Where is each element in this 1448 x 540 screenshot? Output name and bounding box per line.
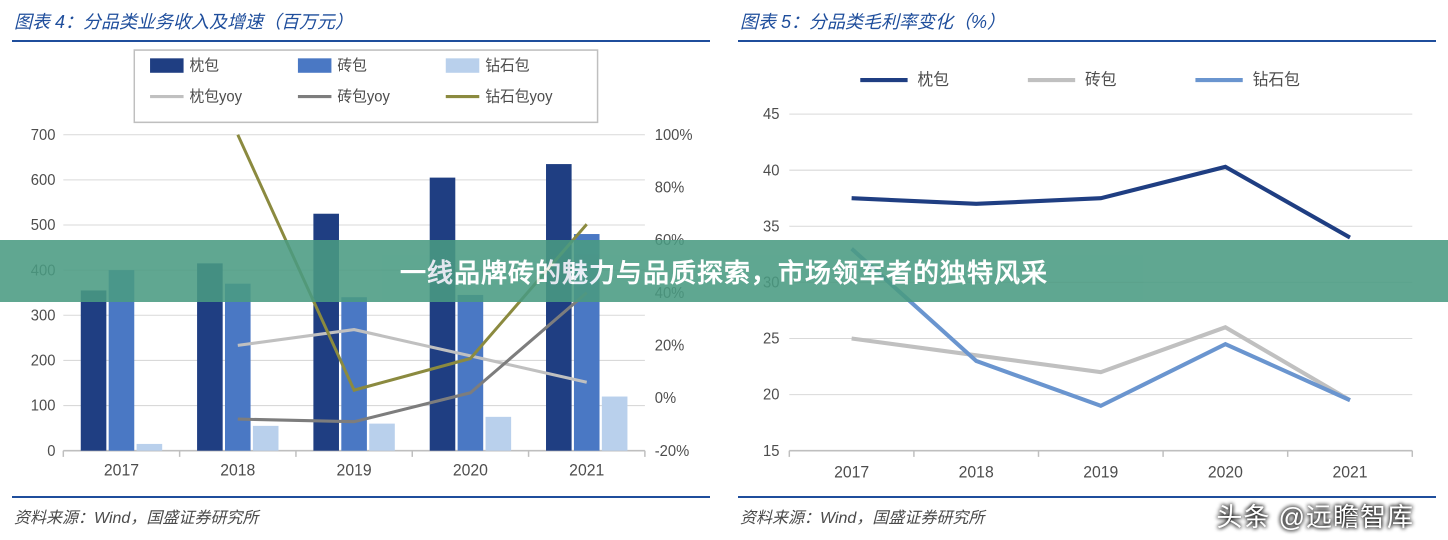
svg-text:2017: 2017 [834,463,869,481]
svg-text:0: 0 [47,443,55,460]
svg-text:35: 35 [763,218,779,235]
svg-text:25: 25 [763,330,779,347]
svg-text:砖包yoy: 砖包yoy [337,88,390,105]
svg-text:300: 300 [31,307,56,324]
svg-text:100: 100 [31,397,56,414]
svg-text:钻石包yoy: 钻石包yoy [485,88,553,105]
right-title: 图表 5：分品类毛利率变化（%） [738,6,1436,42]
svg-text:枕包: 枕包 [917,71,949,89]
overlay-banner: 一线品牌砖的魅力与品质探索，市场领军者的独特风采 [0,240,1448,302]
svg-text:600: 600 [31,172,56,189]
svg-text:2020: 2020 [453,461,488,479]
svg-text:2021: 2021 [569,461,604,479]
svg-text:700: 700 [31,127,56,144]
svg-text:枕包: 枕包 [189,57,219,74]
svg-text:2021: 2021 [1332,463,1367,481]
svg-text:钻石包: 钻石包 [1253,71,1300,89]
svg-text:砖包: 砖包 [1085,71,1117,89]
svg-text:钻石包: 钻石包 [485,57,529,74]
left-title: 图表 4：分品类业务收入及增速（百万元） [12,6,710,42]
svg-text:80%: 80% [655,179,685,196]
svg-text:20%: 20% [655,337,685,354]
svg-text:20: 20 [763,386,779,403]
svg-text:500: 500 [31,217,56,234]
svg-text:2018: 2018 [959,463,994,481]
svg-text:2020: 2020 [1208,463,1243,481]
svg-text:-20%: -20% [655,443,689,460]
watermark: 头条 @远瞻智库 [1216,497,1414,534]
svg-text:2019: 2019 [337,461,372,479]
svg-text:枕包yoy: 枕包yoy [189,88,242,105]
svg-text:2017: 2017 [104,461,139,479]
svg-text:40: 40 [763,162,779,179]
svg-text:2019: 2019 [1083,463,1118,481]
left-source: 资料来源：Wind，国盛证券研究所 [12,496,710,528]
svg-text:200: 200 [31,352,56,369]
svg-text:砖包: 砖包 [337,57,367,74]
svg-text:0%: 0% [655,390,676,407]
svg-text:2018: 2018 [220,461,255,479]
svg-text:45: 45 [763,106,779,123]
svg-text:15: 15 [763,443,779,460]
svg-text:100%: 100% [655,127,693,144]
